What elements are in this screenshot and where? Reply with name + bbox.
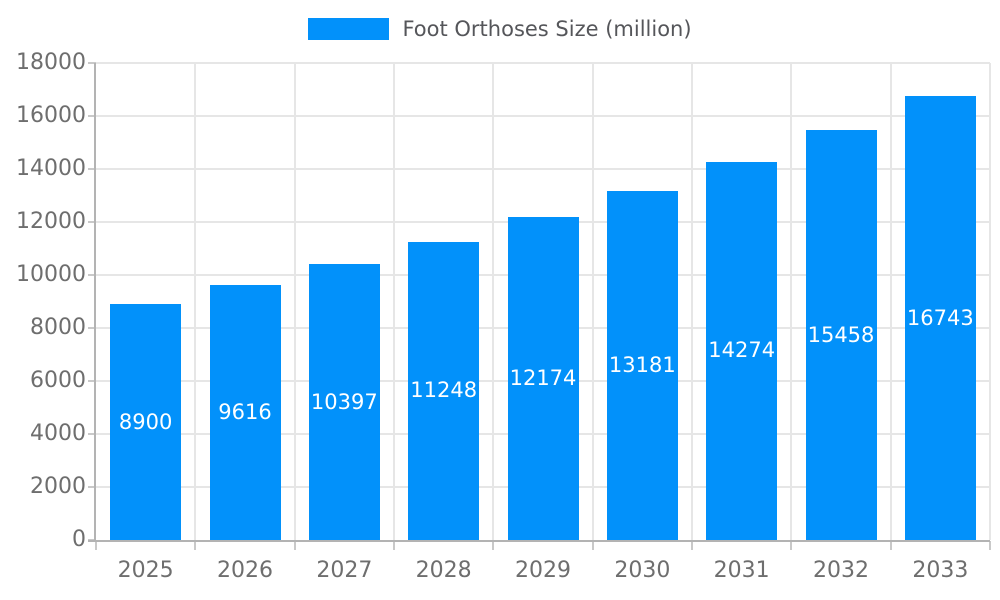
- y-axis-label: 18000: [16, 50, 86, 75]
- x-axis-label-2028: 2028: [415, 558, 472, 583]
- x-axis-tick: [293, 541, 296, 550]
- v-gridline: [591, 63, 594, 540]
- x-axis-label-2026: 2026: [217, 558, 273, 583]
- y-axis-tick: [88, 115, 96, 117]
- bar-value-label: 11248: [410, 378, 478, 403]
- bar-value-label: 12174: [509, 366, 577, 391]
- bar-value-label: 8900: [118, 409, 173, 434]
- bar-2033[interactable]: 16743: [904, 96, 976, 540]
- y-axis-label: 14000: [16, 156, 86, 181]
- y-axis-tick: [88, 168, 96, 170]
- v-gridline: [492, 63, 495, 540]
- x-axis-tick: [95, 541, 97, 550]
- y-axis-tick: [88, 274, 96, 276]
- y-axis-label: 16000: [16, 103, 86, 128]
- bar-value-label: 16743: [906, 305, 974, 330]
- bar-value-label: 13181: [608, 352, 676, 377]
- y-axis-tick: [88, 486, 96, 488]
- x-axis-label-2025: 2025: [117, 558, 174, 583]
- bar-2025[interactable]: 8900: [110, 304, 182, 540]
- y-axis-label: 10000: [16, 262, 86, 287]
- y-axis-line: [94, 63, 96, 542]
- x-axis-tick: [393, 541, 395, 550]
- v-gridline: [293, 63, 296, 540]
- x-axis-tick: [194, 541, 197, 550]
- y-axis-label: 4000: [30, 421, 86, 446]
- x-axis-tick: [889, 541, 892, 550]
- x-axis-label-2031: 2031: [713, 558, 770, 583]
- legend: Foot Orthoses Size (million): [0, 16, 1000, 42]
- x-axis-tick: [691, 541, 693, 550]
- bar-2031[interactable]: 14274: [706, 161, 778, 540]
- y-axis-label: 12000: [16, 209, 86, 234]
- x-axis-label-2027: 2027: [316, 558, 373, 583]
- y-axis-label: 2000: [30, 474, 86, 499]
- y-axis-tick: [88, 327, 96, 329]
- legend-item-foot-orthoses[interactable]: Foot Orthoses Size (million): [308, 16, 692, 42]
- x-axis-tick: [989, 541, 991, 550]
- bar-value-label: 9616: [218, 400, 272, 425]
- y-axis-label: 8000: [30, 315, 86, 340]
- bar-2028[interactable]: 11248: [408, 241, 480, 540]
- bar-2032[interactable]: 15458: [805, 130, 877, 540]
- h-gridline: [96, 168, 990, 170]
- y-axis-tick: [88, 433, 96, 435]
- v-gridline: [989, 63, 991, 540]
- v-gridline: [194, 63, 197, 540]
- legend-swatch: [308, 18, 390, 40]
- y-axis-tick: [88, 221, 96, 223]
- bar-value-label: 10397: [310, 389, 378, 414]
- y-axis-tick: [88, 380, 96, 382]
- v-gridline: [691, 63, 693, 540]
- h-gridline: [96, 115, 990, 117]
- x-axis-tick: [790, 541, 793, 550]
- bar-2030[interactable]: 13181: [606, 190, 678, 540]
- bar-2027[interactable]: 10397: [308, 264, 380, 540]
- x-axis-line: [88, 540, 990, 542]
- legend-label: Foot Orthoses Size (million): [402, 17, 692, 41]
- bar-value-label: 14274: [708, 338, 776, 363]
- x-axis-tick: [591, 541, 594, 550]
- y-axis-label: 0: [72, 527, 86, 552]
- v-gridline: [393, 63, 395, 540]
- x-axis-label-2029: 2029: [515, 558, 571, 583]
- v-gridline: [889, 63, 892, 540]
- bar-2026[interactable]: 9616: [209, 285, 281, 540]
- x-axis-label-2032: 2032: [813, 558, 869, 583]
- x-axis-label-2033: 2033: [912, 558, 969, 583]
- h-gridline: [96, 62, 990, 64]
- y-axis-label: 6000: [30, 368, 86, 393]
- bar-2029[interactable]: 12174: [507, 217, 579, 540]
- bar-value-label: 15458: [807, 322, 875, 347]
- y-axis-tick: [88, 62, 96, 64]
- x-axis-label-2030: 2030: [614, 558, 671, 583]
- v-gridline: [790, 63, 793, 540]
- x-axis-tick: [492, 541, 495, 550]
